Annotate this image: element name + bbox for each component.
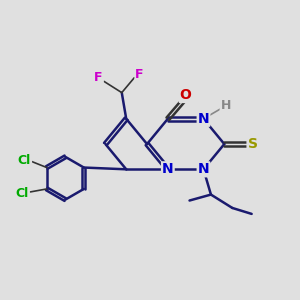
Text: S: S [248, 137, 257, 151]
Text: O: O [180, 88, 192, 102]
Text: Cl: Cl [18, 154, 31, 166]
Text: Cl: Cl [16, 187, 29, 200]
Text: H: H [220, 99, 231, 112]
Text: N: N [162, 162, 174, 176]
Text: F: F [94, 71, 103, 84]
Text: N: N [198, 162, 209, 176]
Text: N: N [198, 112, 209, 126]
Text: F: F [135, 68, 144, 81]
